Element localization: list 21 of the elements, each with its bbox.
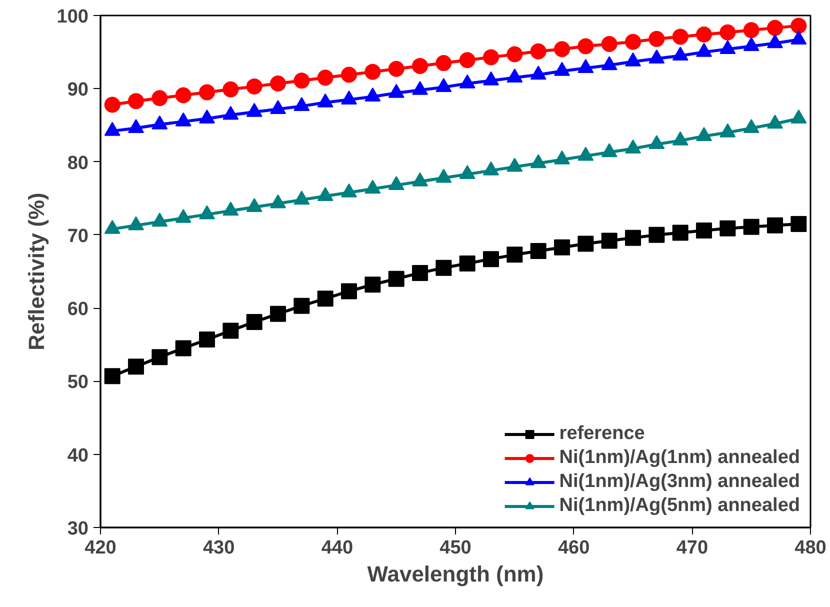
x-tick-label: 420 [84, 538, 116, 558]
y-tick-label: 80 [67, 152, 89, 174]
y-tick-label: 30 [67, 518, 89, 540]
y-axis-title: Reflectivity (%) [24, 192, 49, 350]
x-tick-label: 430 [202, 538, 235, 558]
y-tick-label: 50 [67, 372, 89, 394]
x-tick-label: 450 [440, 538, 472, 558]
y-tick-label: 60 [67, 299, 89, 320]
x-tick-label: 440 [321, 538, 354, 558]
x-axis-title: Wavelength (nm) [367, 562, 544, 586]
y-tick-label: 90 [67, 80, 89, 101]
y-tick-label: 70 [67, 226, 89, 247]
legend-label: Ni(1nm)/Ag(1nm) annealed [559, 447, 800, 469]
x-tick-label: 480 [794, 538, 826, 558]
x-tick-label: 470 [676, 538, 708, 558]
x-tick-label: 460 [558, 538, 590, 558]
legend-label: Ni(1nm)/Ag(3nm) annealed [559, 471, 800, 493]
y-tick-label: 100 [56, 6, 88, 28]
y-tick-label: 40 [67, 445, 89, 466]
legend-label: reference [559, 423, 645, 445]
legend-label: Ni(1nm)/Ag(5nm) annealed [559, 495, 800, 517]
